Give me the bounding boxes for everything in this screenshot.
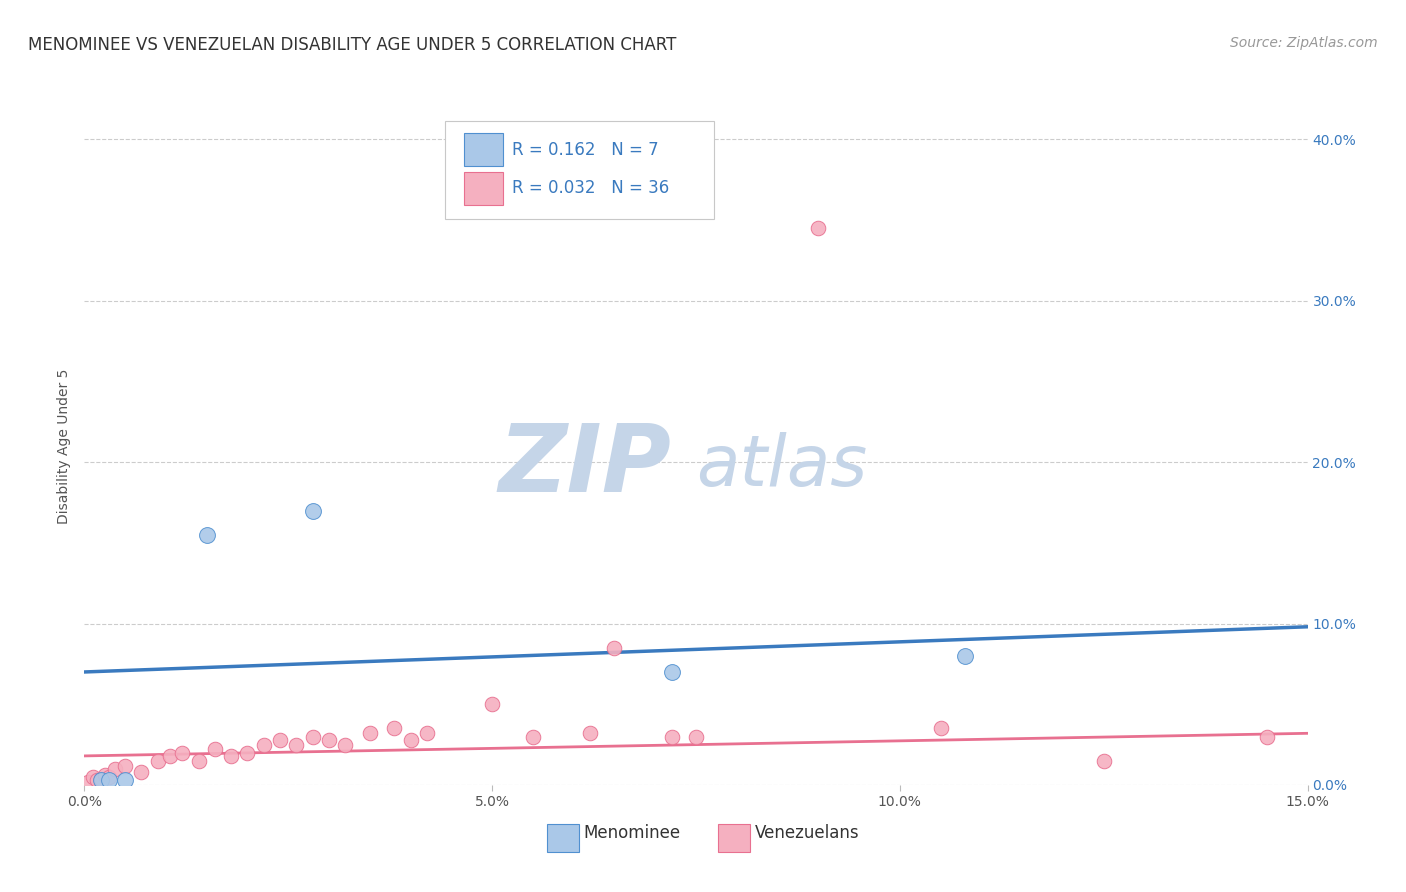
Point [97,773,120,788]
Point [807,221,830,235]
Point [661,665,683,679]
Point [382,722,405,736]
Point [285,738,308,752]
Point [685,730,707,744]
Point [146,754,169,768]
Point [114,773,136,788]
Point [104,762,127,776]
Point [1092,754,1115,768]
Point [522,730,544,744]
FancyBboxPatch shape [464,133,503,166]
Point [159,748,181,763]
Point [82,770,104,784]
Point [97,770,120,784]
FancyBboxPatch shape [547,823,578,852]
FancyBboxPatch shape [446,120,714,219]
Point [929,722,952,736]
Point [1256,730,1278,744]
Point [253,738,276,752]
Point [269,732,291,747]
Point [77,774,100,789]
Point [399,732,422,747]
Point [301,503,323,517]
Point [195,528,218,542]
Text: Venezuelans: Venezuelans [755,824,859,842]
Text: ZIP: ZIP [499,420,672,512]
Text: atlas: atlas [696,432,868,500]
Point [301,730,323,744]
Y-axis label: Disability Age Under 5: Disability Age Under 5 [58,368,72,524]
Text: Menominee: Menominee [583,824,681,842]
Point [114,758,136,772]
Point [603,640,626,655]
Point [172,746,194,760]
Point [416,726,439,740]
Point [335,738,357,752]
Point [661,730,683,744]
Point [579,726,602,740]
Text: R = 0.162   N = 7: R = 0.162 N = 7 [513,141,659,159]
Point [90,772,112,786]
Point [318,732,340,747]
Point [86,773,108,788]
Text: Source: ZipAtlas.com: Source: ZipAtlas.com [1230,36,1378,50]
FancyBboxPatch shape [464,172,503,205]
Point [359,726,381,740]
FancyBboxPatch shape [718,823,749,852]
Point [204,742,226,756]
Point [219,748,242,763]
Point [131,765,153,780]
Point [481,698,503,712]
Point [953,648,976,663]
Text: R = 0.032   N = 36: R = 0.032 N = 36 [513,179,669,197]
Point [90,773,112,788]
Point [187,754,209,768]
Point [93,768,115,782]
Point [236,746,259,760]
Text: MENOMINEE VS VENEZUELAN DISABILITY AGE UNDER 5 CORRELATION CHART: MENOMINEE VS VENEZUELAN DISABILITY AGE U… [28,36,676,54]
